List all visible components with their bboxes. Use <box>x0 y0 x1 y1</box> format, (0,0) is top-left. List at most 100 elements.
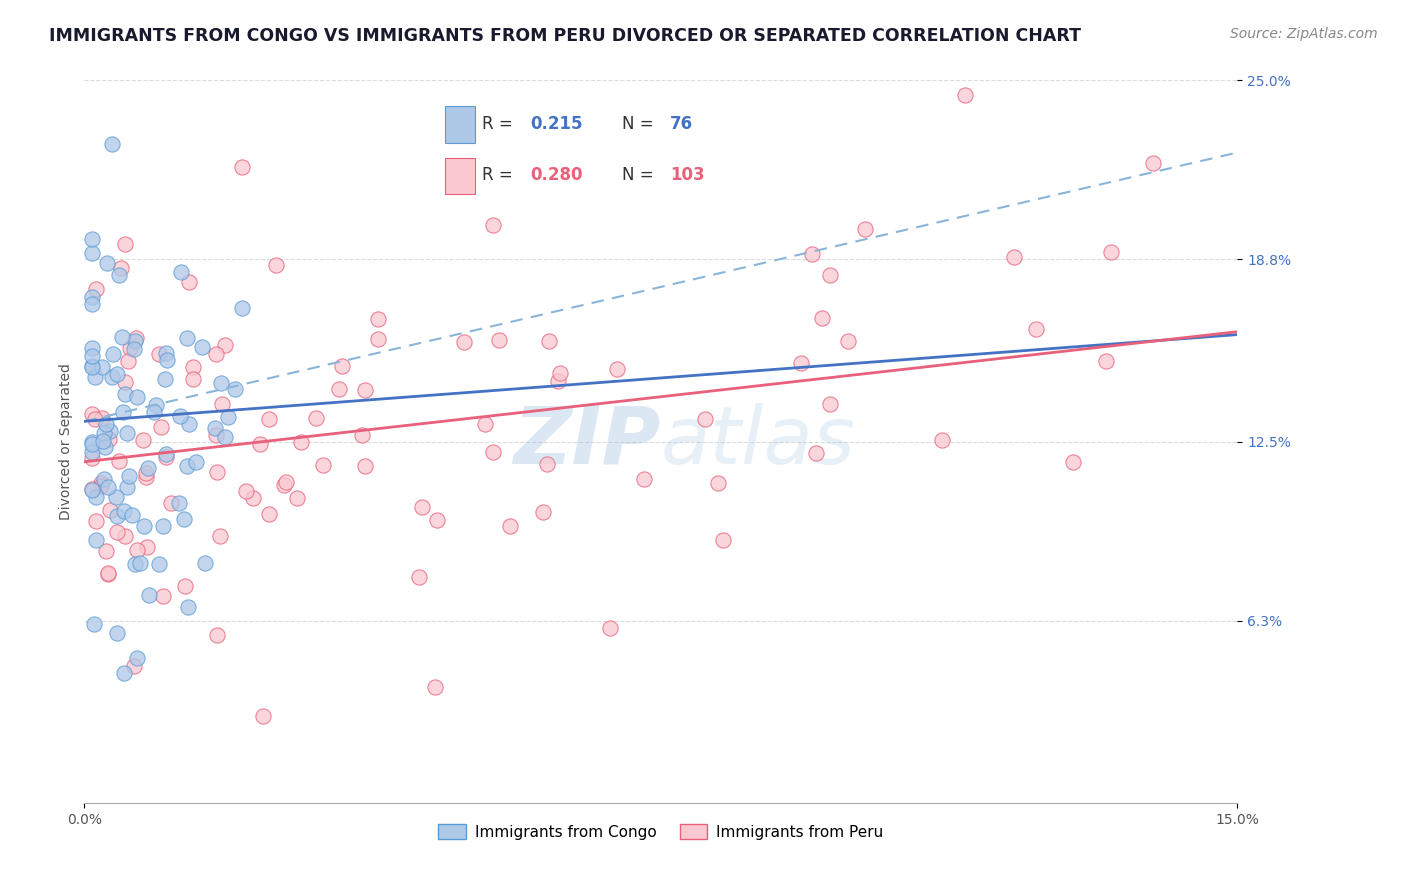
Point <box>86 533 108 547</box>
Text: IMMIGRANTS FROM CONGO VS IMMIGRANTS FROM PERU DIVORCED OR SEPARATED CORRELATION : IMMIGRANTS FROM CONGO VS IMMIGRANTS FROM… <box>49 27 1081 45</box>
Point <box>80 436 103 450</box>
Point <box>127 390 149 404</box>
Point <box>633 472 655 486</box>
Point <box>91 410 114 425</box>
Point <box>155 346 177 360</box>
Point <box>93 472 115 486</box>
Point <box>156 353 179 368</box>
Point <box>80 407 103 421</box>
Point <box>96 255 118 269</box>
Point <box>548 366 571 380</box>
Point <box>488 334 510 348</box>
Point <box>136 541 159 555</box>
Point <box>131 433 153 447</box>
Point <box>80 349 103 363</box>
Point <box>97 433 120 447</box>
Point <box>499 518 522 533</box>
Point <box>103 347 125 361</box>
Point <box>108 268 131 282</box>
Point <box>173 579 195 593</box>
Point <box>181 372 204 386</box>
Point <box>328 382 350 396</box>
Point <box>214 430 236 444</box>
Point <box>167 496 190 510</box>
Point <box>138 588 160 602</box>
Point <box>231 301 253 316</box>
Point <box>145 398 167 412</box>
Point <box>105 524 128 539</box>
Point <box>80 360 103 375</box>
Point <box>105 367 128 381</box>
Point <box>252 709 274 723</box>
Point <box>249 437 271 451</box>
Text: Source: ZipAtlas.com: Source: ZipAtlas.com <box>1230 27 1378 41</box>
Point <box>547 374 569 388</box>
Point <box>160 496 183 510</box>
Point <box>1062 455 1084 469</box>
Point <box>97 566 120 580</box>
Point <box>93 425 115 440</box>
Point <box>330 359 353 373</box>
Point <box>276 475 298 490</box>
Point <box>155 450 177 464</box>
Point <box>98 424 121 438</box>
Point <box>1099 244 1122 259</box>
Point <box>129 556 152 570</box>
Point <box>257 412 280 426</box>
Point <box>86 514 108 528</box>
Point <box>181 360 204 375</box>
Point <box>837 334 859 348</box>
Point <box>606 361 628 376</box>
Point <box>205 428 228 442</box>
Point <box>110 261 132 276</box>
Point <box>1095 353 1118 368</box>
Point <box>367 332 389 346</box>
Point <box>97 567 120 582</box>
Point <box>152 589 174 603</box>
Point <box>820 397 842 411</box>
Point <box>104 490 127 504</box>
Point <box>80 482 103 496</box>
Point <box>693 411 716 425</box>
Point <box>953 87 976 102</box>
Point <box>136 460 159 475</box>
Point <box>264 258 287 272</box>
Point <box>191 340 214 354</box>
Point <box>285 491 308 505</box>
Point <box>482 218 505 232</box>
Point <box>290 434 312 449</box>
Point <box>173 512 195 526</box>
Point <box>481 445 503 459</box>
Point <box>134 519 156 533</box>
Point <box>90 476 112 491</box>
Point <box>426 513 449 527</box>
Point <box>538 334 561 348</box>
Point <box>80 341 103 355</box>
Point <box>707 476 730 491</box>
Point <box>148 347 170 361</box>
Point <box>105 509 128 524</box>
Point <box>83 616 105 631</box>
Y-axis label: Divorced or Separated: Divorced or Separated <box>59 363 73 520</box>
Point <box>155 372 177 386</box>
Point <box>811 310 834 325</box>
Point <box>155 446 177 460</box>
Point <box>408 570 430 584</box>
Point <box>121 508 143 523</box>
Point <box>150 420 173 434</box>
Point <box>367 312 389 326</box>
Point <box>209 529 232 543</box>
Point <box>80 245 103 260</box>
Point <box>209 376 232 391</box>
Point <box>94 417 117 431</box>
Point <box>135 470 157 484</box>
Point <box>125 331 148 345</box>
Point <box>214 337 236 351</box>
Point <box>474 417 496 431</box>
Point <box>114 386 136 401</box>
Point <box>80 297 103 311</box>
Point <box>806 446 828 460</box>
Point <box>94 440 117 454</box>
Point <box>790 356 813 370</box>
Point <box>108 454 131 468</box>
